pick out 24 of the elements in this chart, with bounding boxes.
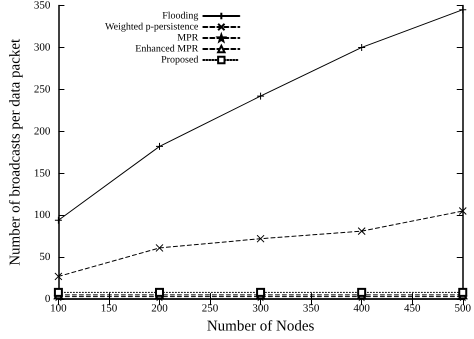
legend-label: MPR xyxy=(177,32,199,44)
legend-label: Weighted p-persistence xyxy=(104,22,199,32)
x-tick-label: 500 xyxy=(454,302,472,315)
x-tick-label: 150 xyxy=(100,302,118,315)
y-tick-label: 100 xyxy=(34,209,51,222)
x-tick-label: 100 xyxy=(50,302,68,315)
legend-label: Enhanced MPR xyxy=(135,44,199,54)
y-tick-label: 200 xyxy=(34,125,51,138)
x-tick-label: 400 xyxy=(353,302,370,315)
x-tick-label: 350 xyxy=(302,302,320,315)
x-tick-label: 450 xyxy=(404,302,421,315)
y-tick-label: 50 xyxy=(39,251,51,264)
x-tick-label: 250 xyxy=(202,302,219,315)
legend-label: Proposed xyxy=(161,54,198,66)
x-tick-label: 200 xyxy=(151,302,168,315)
y-tick-label: 0 xyxy=(44,293,51,306)
legend-label: Flooding xyxy=(162,10,198,22)
y-tick-label: 250 xyxy=(34,83,51,96)
y-axis-title: Number of broadcasts per data packet xyxy=(8,38,24,266)
y-tick-label: 300 xyxy=(34,41,51,54)
x-axis-title: Number of Nodes xyxy=(206,318,314,334)
y-tick-label: 150 xyxy=(34,167,51,180)
x-tick-label: 300 xyxy=(252,302,270,315)
y-tick-label: 350 xyxy=(34,0,51,12)
